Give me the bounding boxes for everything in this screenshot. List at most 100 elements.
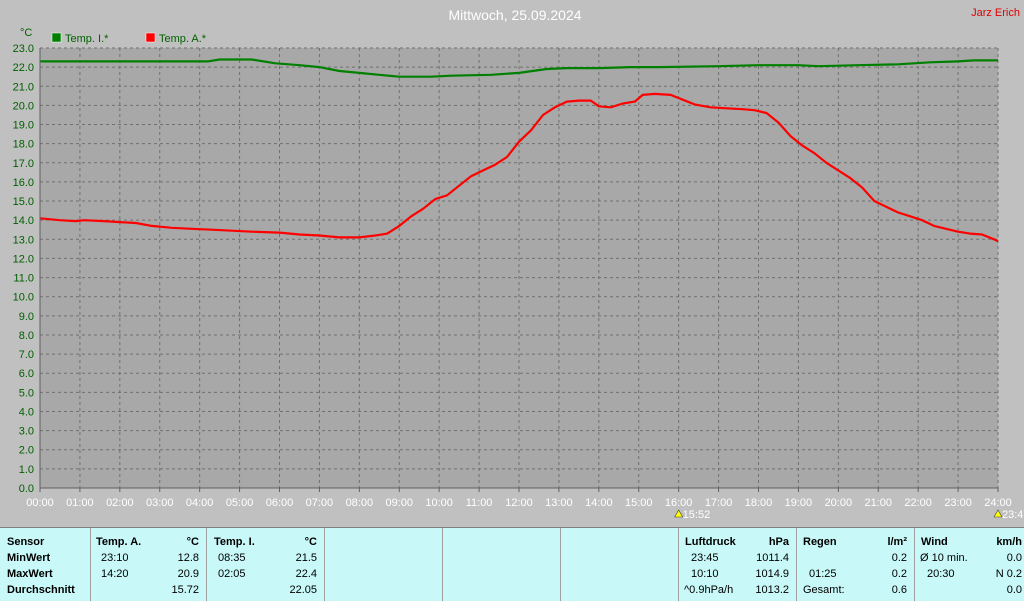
pressure-trend: ^0.9hPa/h [684, 584, 734, 596]
sensor-column: Sensor MinWert MaxWert Durchschnitt [0, 528, 90, 601]
y-tick-label: 5.0 [19, 387, 34, 399]
row-label-min: MinWert [7, 552, 51, 564]
pressure-average: 1013.2 [755, 584, 789, 596]
y-tick-label: 1.0 [19, 464, 34, 476]
x-tick-label: 23:00 [944, 497, 972, 509]
rain-value-2: 0.2 [891, 568, 907, 580]
series-lines [39, 58, 999, 243]
event-marker-icon [674, 509, 684, 518]
grid [40, 47, 999, 488]
temp-a-max-value: 20.9 [177, 568, 199, 580]
x-tick-label: 20:00 [825, 497, 853, 509]
x-tick-label: 12:00 [505, 497, 533, 509]
wind-avg-value: 0.0 [1006, 552, 1022, 564]
rain-total-label: Gesamt: [803, 584, 845, 596]
x-tick-label: 05:00 [226, 497, 254, 509]
temp-i-min-time: 08:35 [218, 552, 246, 564]
pressure-max-value: 1014.9 [755, 568, 789, 580]
y-tick-label: 2.0 [19, 445, 34, 457]
y-tick-label: 11.0 [13, 273, 34, 285]
wind-max-value: N 0.2 [995, 568, 1022, 580]
summary-table: Sensor MinWert MaxWert Durchschnitt Temp… [0, 527, 1024, 601]
x-tick-label: 24:00 [984, 497, 1012, 509]
pressure-max-time: 10:10 [691, 568, 719, 580]
x-tick-label: 04:00 [186, 497, 214, 509]
empty-column-1 [324, 528, 442, 601]
temp-i-header: Temp. I. [214, 536, 255, 548]
y-tick-label: 0.0 [19, 483, 34, 495]
y-tick-label: 9.0 [19, 311, 34, 323]
y-tick-label: 22.0 [13, 62, 34, 74]
x-tick-label: 16:00 [665, 497, 693, 509]
y-tick-label: 15.0 [13, 196, 34, 208]
temp-i-max-time: 02:05 [218, 568, 246, 580]
y-tick-label: 10.0 [13, 292, 34, 304]
pressure-header: Luftdruck [685, 536, 736, 548]
y-tick-label: 21.0 [13, 81, 34, 93]
x-tick-label: 13:00 [545, 497, 573, 509]
legend-label-outside: Temp. A.* [159, 33, 207, 45]
y-tick-label: 4.0 [19, 406, 34, 418]
sensor-header: Sensor [7, 536, 45, 548]
y-tick-label: 13.0 [13, 234, 34, 246]
empty-column-3 [560, 528, 678, 601]
y-tick-label: 19.0 [13, 120, 34, 132]
x-tick-label: 03:00 [146, 497, 174, 509]
y-axis: 0.0 1.0 2.0 3.0 4.0 5.0 6.0 7.0 8.0 9.0 10.0 11.0 12… [13, 43, 34, 495]
temp-i-max-value: 22.4 [295, 568, 317, 580]
wind-column: Wind km/h Ø 10 min. 0.0 20:30 N 0.2 0.0 [914, 528, 1024, 601]
rain-header: Regen [803, 536, 837, 548]
y-tick-label: 23.0 [13, 43, 34, 55]
temp-a-column: Temp. A. °C 23:10 12.8 14:20 20.9 15.72 [90, 528, 206, 601]
y-tick-label: 3.0 [19, 426, 34, 438]
pressure-column: Luftdruck hPa 23:45 1011.4 10:10 1014.9 … [678, 528, 796, 601]
rain-time: 01:25 [809, 568, 837, 580]
x-tick-label: 22:00 [904, 497, 932, 509]
temp-a-header: Temp. A. [96, 536, 142, 548]
x-tick-label: 06:00 [266, 497, 294, 509]
wind-avg-label: Ø 10 min. [920, 552, 968, 564]
temp-a-max-time: 14:20 [101, 568, 129, 580]
y-tick-label: 14.0 [13, 215, 34, 227]
y-tick-label: 8.0 [19, 330, 34, 342]
wind-header: Wind [921, 536, 948, 548]
x-tick-label: 09:00 [385, 497, 413, 509]
x-tick-label: 19:00 [785, 497, 813, 509]
legend-label-inside: Temp. I.* [65, 33, 109, 45]
x-axis: 00:00 01:00 02:00 03:00 04:00 05:00 06:00 07:00… [26, 488, 1012, 509]
x-tick-label: 08:00 [346, 497, 374, 509]
x-tick-label: 21:00 [864, 497, 892, 509]
wind-other-value: 0.0 [1006, 584, 1022, 596]
y-tick-label: 16.0 [13, 177, 34, 189]
rain-unit: l/m² [887, 536, 907, 548]
wind-time: 20:30 [927, 568, 955, 580]
x-tick-label: 17:00 [705, 497, 733, 509]
wind-unit: km/h [996, 536, 1022, 548]
rain-total-value: 0.6 [891, 584, 907, 596]
y-tick-label: 7.0 [19, 349, 34, 361]
author-label: Jarz Erich [971, 7, 1020, 19]
temp-a-min-time: 23:10 [101, 552, 129, 564]
event-markers: 15:52 23:47 [674, 509, 1024, 521]
chart-title: Mittwoch, 25.09.2024 [448, 7, 581, 23]
x-tick-label: 07:00 [306, 497, 334, 509]
series-line-temp-outside [39, 92, 999, 243]
legend-swatch-inside [51, 32, 62, 43]
temperature-chart: Mittwoch, 25.09.2024 Jarz Erich Temp. I.… [13, 7, 1024, 521]
y-tick-label: 6.0 [19, 368, 34, 380]
temp-a-average: 15.72 [171, 584, 199, 596]
y-axis-unit: °C [20, 27, 32, 39]
temp-i-average: 22.05 [289, 584, 317, 596]
legend: Temp. I.* Temp. A.* [51, 32, 207, 45]
pressure-unit: hPa [768, 536, 789, 548]
row-label-max: MaxWert [7, 568, 53, 580]
rain-value-1: 0.2 [891, 552, 907, 564]
x-tick-label: 18:00 [745, 497, 773, 509]
x-tick-label: 11:00 [466, 497, 493, 509]
event-marker-icon [993, 509, 1003, 518]
y-tick-label: 20.0 [13, 100, 34, 112]
y-tick-label: 18.0 [13, 139, 34, 151]
y-tick-label: 12.0 [13, 253, 34, 265]
temp-i-unit: °C [304, 536, 317, 548]
temp-a-unit: °C [186, 536, 199, 548]
